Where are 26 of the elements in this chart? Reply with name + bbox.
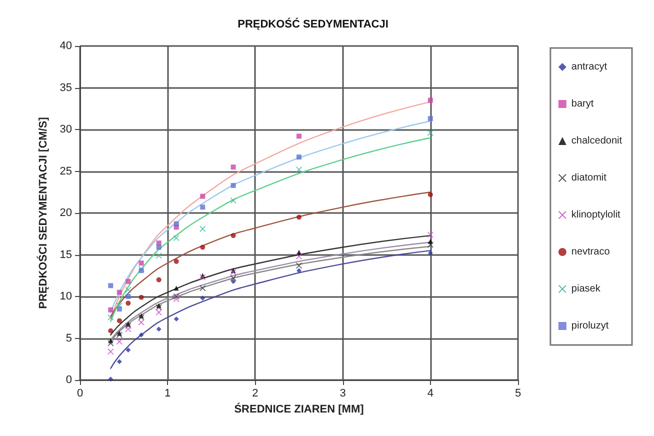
- y-axis-title: PRĘDKOŚCI SEDYMENTACJI [CM/S]: [36, 116, 50, 309]
- y-tick-label: 25: [60, 165, 72, 178]
- y-tick-label: 0: [66, 374, 72, 386]
- y-tick-label: 10: [60, 290, 72, 302]
- legend-label: chalcedonit: [571, 136, 622, 146]
- chart-title: PRĘDKOŚĆ SEDYMENTACJI: [238, 18, 388, 30]
- x-tick-label: 4: [427, 388, 434, 400]
- legend-label: antracyt: [571, 62, 608, 72]
- x-axis-title: ŚREDNICE ZIAREN [MM]: [234, 402, 364, 416]
- y-tick-label: 15: [60, 248, 72, 261]
- legend-label: diatomit: [571, 172, 607, 184]
- x-tick-label: 5: [514, 388, 522, 400]
- x-tick-label: 1: [164, 388, 171, 400]
- y-tick-label: 20: [60, 207, 72, 219]
- legend-label: baryt: [571, 98, 594, 110]
- x-tick-label: 3: [340, 388, 346, 400]
- x-tick-label: 2: [252, 388, 258, 400]
- y-tick-label: 40: [60, 40, 72, 52]
- legend-label: nevtraco: [571, 246, 610, 258]
- y-tick-label: 35: [60, 82, 72, 94]
- x-tick-label: 0: [76, 388, 84, 400]
- y-tick-label: 30: [60, 124, 72, 136]
- legend-label: piroluzyt: [571, 320, 609, 332]
- legend-label: piasek: [571, 284, 602, 294]
- legend-label: klinoptylolit: [571, 210, 621, 220]
- y-tick-label: 5: [66, 332, 72, 344]
